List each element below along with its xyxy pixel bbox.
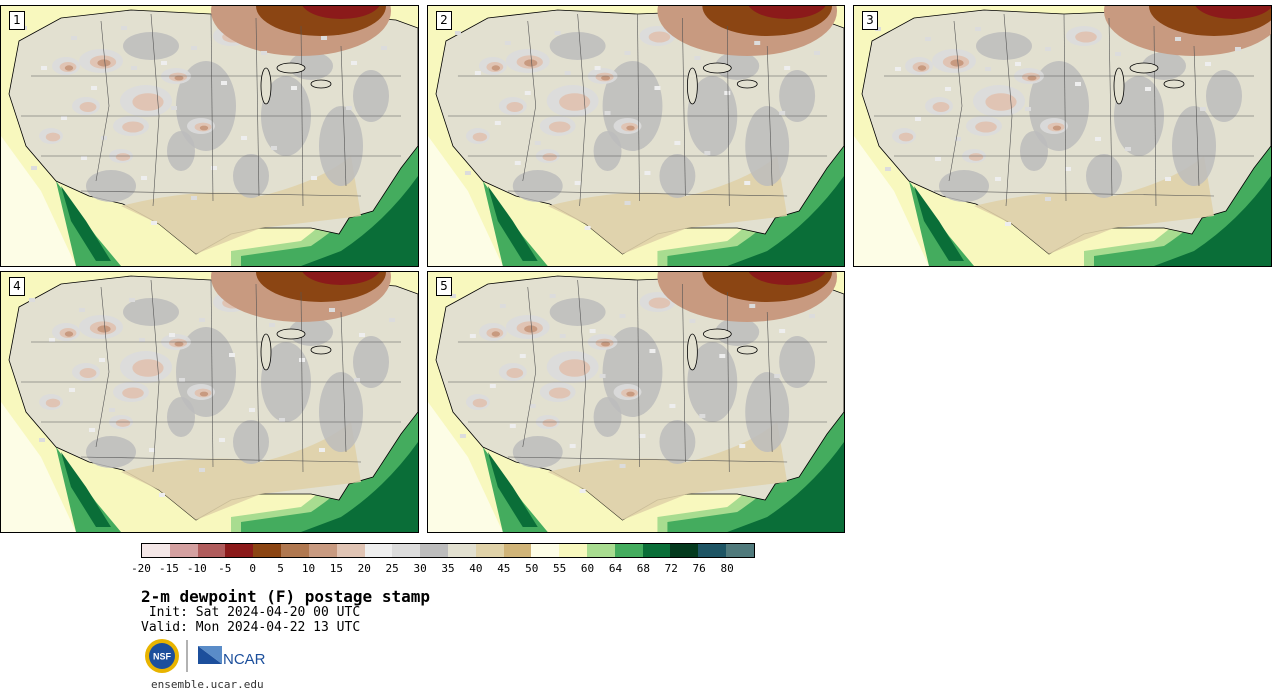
colorbar-tick-label: 68 — [636, 562, 650, 575]
colorbar-tick-label: 10 — [301, 562, 316, 575]
colorbar-swatch — [197, 544, 226, 557]
map-panel-1[interactable]: 1 — [0, 5, 419, 267]
colorbar-swatch — [336, 544, 365, 557]
dewpoint-map-5 — [428, 272, 844, 532]
colorbar-tick-label: -15 — [158, 562, 179, 575]
colorbar-tick-label: 20 — [357, 562, 371, 575]
colorbar-tick-label: 60 — [580, 562, 595, 575]
colorbar-swatch — [698, 544, 727, 557]
panel-number-3: 3 — [862, 11, 878, 30]
colorbar-swatch — [447, 544, 476, 557]
colorbar-swatch — [253, 544, 282, 557]
dewpoint-map-3 — [854, 6, 1271, 266]
dewpoint-map-4 — [1, 272, 418, 532]
dewpoint-map-2 — [428, 6, 844, 266]
colorbar-tick-label: 15 — [329, 562, 343, 575]
colorbar-tick-label: -5 — [218, 562, 232, 575]
nsf-logo-icon: NSF — [145, 639, 179, 673]
colorbar-swatch — [281, 544, 309, 557]
colorbar-swatch — [475, 544, 504, 557]
colorbar-tick-label: 30 — [413, 562, 427, 575]
map-panel-2[interactable]: 2 — [427, 5, 845, 267]
colorbar-tick-label: 25 — [385, 562, 399, 575]
colorbar-tick-label: -10 — [186, 562, 207, 575]
colorbar-tick-label: -20 — [131, 562, 151, 575]
colorbar-tick-label: 0 — [249, 562, 256, 575]
init-time: Init: Sat 2024-04-20 00 UTC — [141, 605, 361, 620]
colorbar-tick-label: 40 — [469, 562, 483, 575]
ncar-logo-icon: NCAR — [198, 646, 266, 668]
colorbar-tick-label: 72 — [664, 562, 678, 575]
dewpoint-colorbar — [141, 543, 755, 558]
map-panel-4[interactable]: 4 — [0, 271, 419, 533]
colorbar-swatch — [642, 544, 671, 557]
colorbar-swatch — [392, 544, 421, 557]
colorbar-tick-label: 55 — [553, 562, 567, 575]
panel-number-1: 1 — [9, 11, 25, 30]
panel-number-4: 4 — [9, 277, 25, 296]
colorbar-tick-labels: -20 -15 -10 -5 0 5 10 15 20 25 30 35 40 45 50 55 60 64 68 7… — [131, 562, 755, 576]
colorbar-swatch — [308, 544, 337, 557]
svg-text:NSF: NSF — [153, 652, 172, 662]
colorbar-swatch — [169, 544, 198, 557]
colorbar-swatch — [726, 544, 754, 557]
valid-time: Valid: Mon 2024-04-22 13 UTC — [141, 620, 361, 635]
colorbar-tick-label: 76 — [692, 562, 706, 575]
colorbar-swatch — [531, 544, 560, 557]
colorbar-swatch — [364, 544, 393, 557]
colorbar-swatch — [503, 544, 532, 557]
svg-text:NCAR: NCAR — [223, 651, 266, 668]
website-url: ensemble.ucar.edu — [151, 678, 264, 691]
colorbar-tick-label: 80 — [720, 562, 734, 575]
colorbar-tick-label: 64 — [608, 562, 623, 575]
plot-title: 2-m dewpoint (F) postage stamp — [141, 587, 430, 606]
colorbar-swatch — [142, 544, 170, 557]
panel-number-5: 5 — [436, 277, 452, 296]
colorbar-swatch — [670, 544, 699, 557]
colorbar-tick-label: 35 — [441, 562, 455, 575]
map-panel-5[interactable]: 5 — [427, 271, 845, 533]
colorbar-swatch — [225, 544, 254, 557]
colorbar-tick-label: 5 — [277, 562, 284, 575]
colorbar-tick-label: 50 — [525, 562, 539, 575]
colorbar-swatch — [420, 544, 448, 557]
colorbar-tick-label: 45 — [497, 562, 511, 575]
sponsor-logos: NSF NCAR — [145, 639, 266, 673]
colorbar-swatch — [614, 544, 643, 557]
map-panel-3[interactable]: 3 — [853, 5, 1272, 267]
colorbar-swatch — [559, 544, 587, 557]
colorbar-swatch — [587, 544, 615, 557]
dewpoint-map-1 — [1, 6, 418, 266]
panel-number-2: 2 — [436, 11, 452, 30]
